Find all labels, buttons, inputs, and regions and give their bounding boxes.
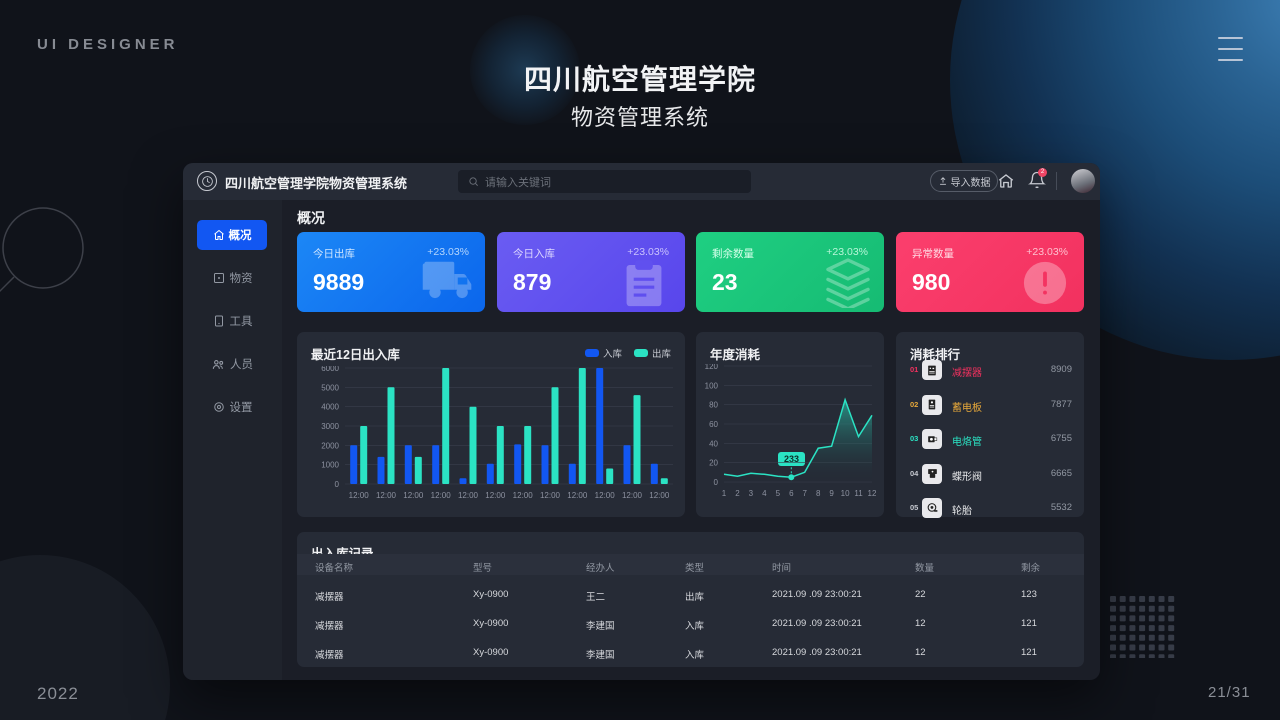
svg-text:120: 120 bbox=[705, 364, 719, 371]
svg-text:12: 12 bbox=[868, 489, 876, 498]
svg-text:6: 6 bbox=[789, 489, 794, 498]
svg-text:12:00: 12:00 bbox=[485, 491, 506, 500]
svg-text:60: 60 bbox=[709, 420, 718, 429]
svg-text:1: 1 bbox=[722, 489, 727, 498]
svg-text:4000: 4000 bbox=[321, 403, 339, 412]
svg-text:2000: 2000 bbox=[321, 441, 339, 450]
svg-text:7: 7 bbox=[802, 489, 807, 498]
svg-text:80: 80 bbox=[709, 401, 718, 410]
svg-text:1000: 1000 bbox=[321, 461, 339, 470]
svg-text:40: 40 bbox=[709, 439, 718, 448]
svg-text:12:00: 12:00 bbox=[595, 491, 616, 500]
svg-text:12:00: 12:00 bbox=[513, 491, 534, 500]
svg-text:12:00: 12:00 bbox=[349, 491, 370, 500]
svg-text:8: 8 bbox=[816, 489, 821, 498]
svg-text:4: 4 bbox=[762, 489, 767, 498]
svg-text:12:00: 12:00 bbox=[649, 491, 670, 500]
svg-text:9: 9 bbox=[829, 489, 834, 498]
svg-text:3: 3 bbox=[749, 489, 754, 498]
svg-text:11: 11 bbox=[854, 489, 863, 498]
svg-text:2: 2 bbox=[735, 489, 740, 498]
svg-text:3000: 3000 bbox=[321, 422, 339, 431]
svg-text:12:00: 12:00 bbox=[376, 491, 397, 500]
svg-text:20: 20 bbox=[709, 459, 718, 468]
svg-text:12:00: 12:00 bbox=[431, 491, 452, 500]
svg-text:0: 0 bbox=[714, 478, 719, 487]
svg-text:0: 0 bbox=[335, 480, 340, 489]
svg-text:12:00: 12:00 bbox=[567, 491, 588, 500]
svg-text:12:00: 12:00 bbox=[403, 491, 424, 500]
svg-text:10: 10 bbox=[841, 489, 850, 498]
svg-text:5: 5 bbox=[776, 489, 781, 498]
svg-text:12:00: 12:00 bbox=[540, 491, 561, 500]
svg-text:12:00: 12:00 bbox=[622, 491, 643, 500]
svg-text:5000: 5000 bbox=[321, 383, 339, 392]
svg-text:6000: 6000 bbox=[321, 366, 339, 373]
svg-text:12:00: 12:00 bbox=[458, 491, 479, 500]
svg-text:100: 100 bbox=[705, 381, 719, 390]
